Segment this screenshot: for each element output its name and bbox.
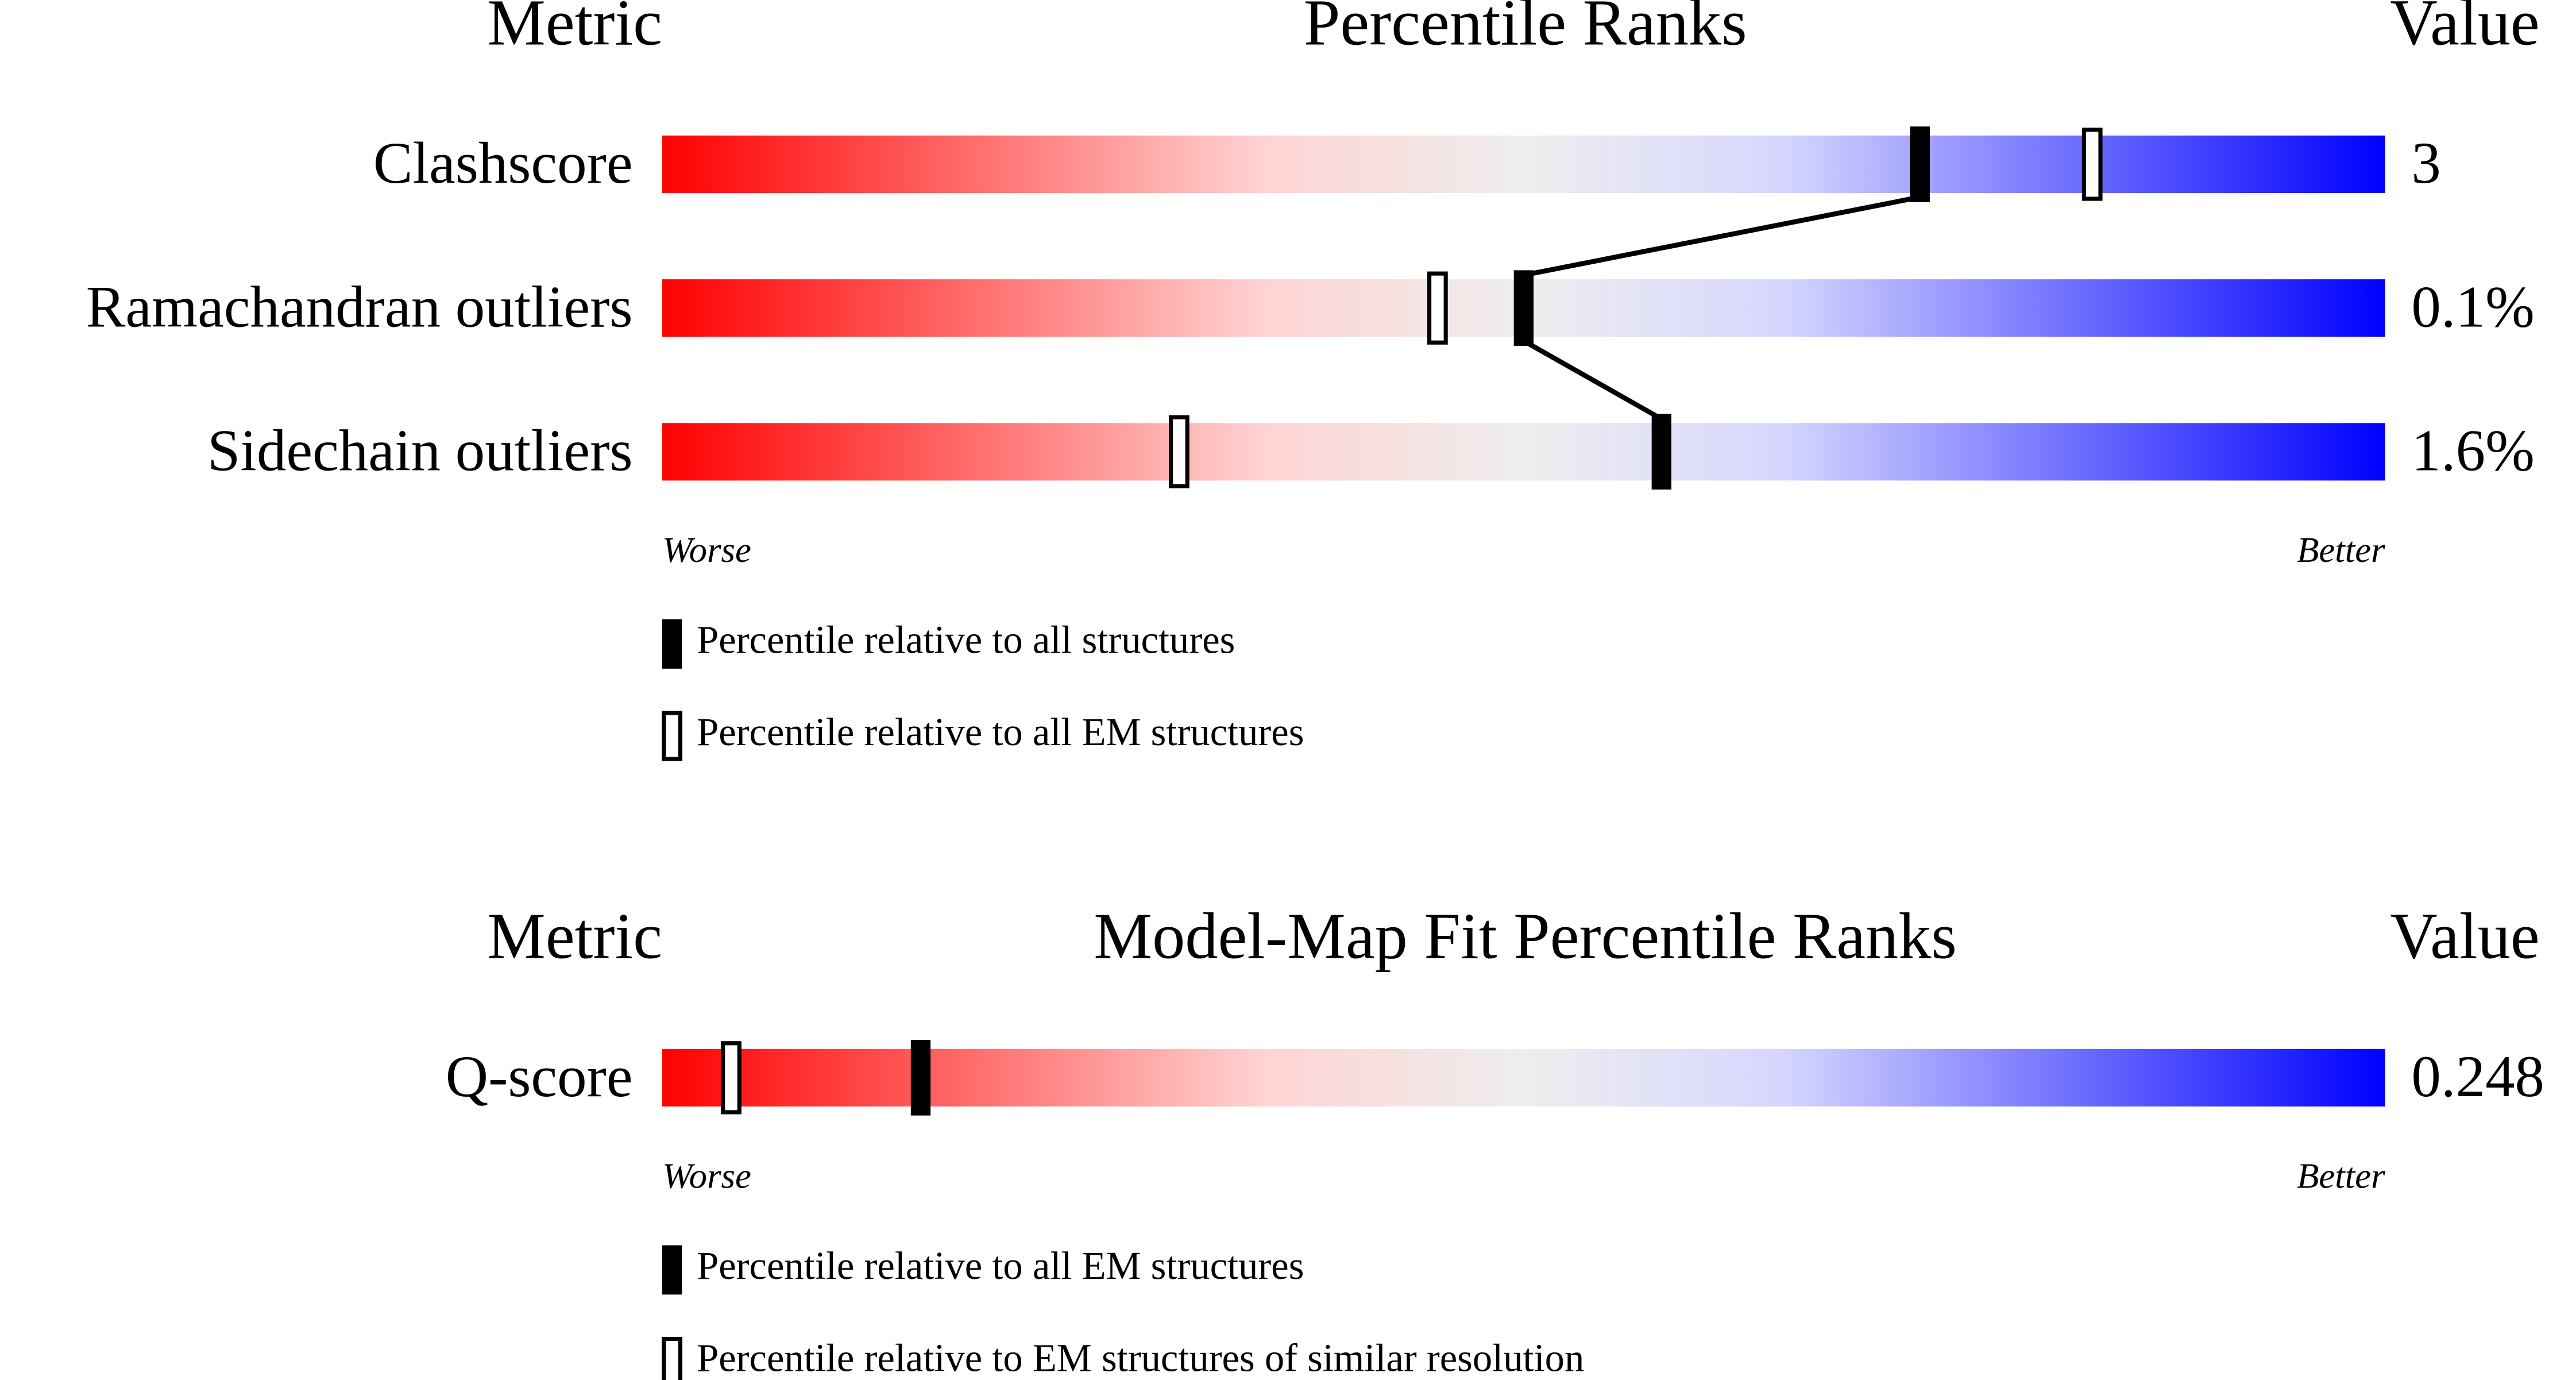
chart-title: Percentile Ranks xyxy=(1304,0,1747,59)
metric-label: Clashscore xyxy=(373,130,633,196)
percentile-marker-open xyxy=(2081,128,2103,201)
percentile-bar xyxy=(662,423,2385,481)
metric-value: 0.1% xyxy=(2411,274,2534,340)
worse-label: Worse xyxy=(662,530,751,570)
legend-label: Percentile relative to all EM structures xyxy=(697,1244,1304,1288)
metric-header: Metric xyxy=(487,900,662,973)
metric-value: 0.248 xyxy=(2411,1044,2544,1109)
connector xyxy=(1522,338,1663,421)
percentile-marker-open xyxy=(721,1041,741,1115)
worse-label: Worse xyxy=(662,1156,751,1196)
value-header: Value xyxy=(2390,0,2539,59)
percentile-marker-open xyxy=(1427,271,1448,345)
metric-label: Sidechain outliers xyxy=(207,418,632,484)
percentile-marker-open xyxy=(1169,415,1189,488)
percentile-bar xyxy=(662,1049,2385,1107)
legend-swatch xyxy=(662,711,683,761)
percentile-marker xyxy=(910,1040,931,1116)
metric-header: Metric xyxy=(487,0,662,59)
legend-label: Percentile relative to all EM structures xyxy=(697,710,1304,754)
chart-title: Model-Map Fit Percentile Ranks xyxy=(1094,900,1957,973)
connector xyxy=(1523,194,1921,278)
legend-swatch xyxy=(662,1336,683,1380)
metric-value: 3 xyxy=(2411,130,2440,196)
better-label: Better xyxy=(2297,530,2385,570)
metric-label: Ramachandran outliers xyxy=(86,274,633,340)
percentile-marker xyxy=(1513,270,1534,346)
legend-label: Percentile relative to EM structures of … xyxy=(697,1336,1584,1379)
legend-swatch xyxy=(662,619,682,669)
better-label: Better xyxy=(2297,1156,2385,1196)
value-header: Value xyxy=(2390,900,2539,973)
percentile-marker xyxy=(1910,126,1930,202)
legend-swatch xyxy=(662,1245,682,1295)
metric-label: Q-score xyxy=(446,1044,633,1109)
metric-value: 1.6% xyxy=(2411,418,2534,484)
percentile-marker xyxy=(1651,414,1671,490)
percentile-bar xyxy=(662,135,2385,193)
legend-label: Percentile relative to all structures xyxy=(697,618,1235,662)
